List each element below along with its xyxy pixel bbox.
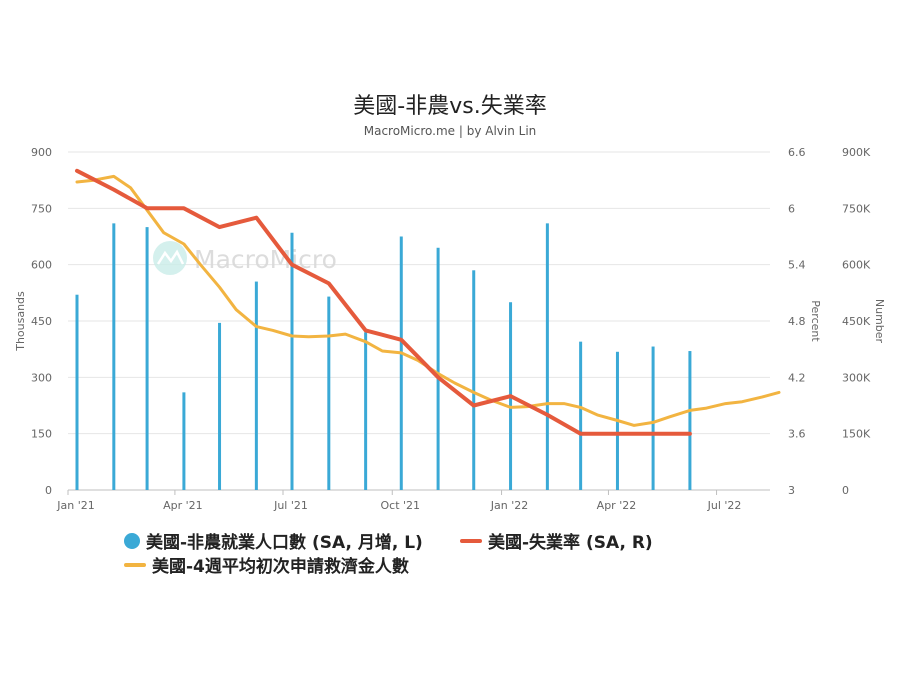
bar-nfp [182,392,186,490]
y-right2-tick-label: 450K [842,315,871,328]
y-right1-tick-label: 4.2 [788,371,806,384]
y-right2-tick-label: 900K [842,146,871,159]
x-tick-label: Apr '22 [597,499,637,512]
legend-marker-claims [124,562,146,567]
y-left-tick-label: 900 [31,146,52,159]
y-left-axis-label: Thousands [14,291,27,352]
bar-nfp [399,236,403,490]
y-right2-tick-label: 600K [842,259,871,272]
watermark-logo-mark [156,249,185,265]
bar-nfp [254,281,258,490]
bar-nfp [327,296,331,490]
chart-title: 美國-非農vs.失業率 [353,94,547,119]
legend-item-claims[interactable]: 美國-4週平均初次申請救濟金人數 [124,552,409,577]
y-right1-tick-label: 6 [788,202,795,215]
bar-nfp [112,223,116,490]
x-tick-label: Jul '22 [707,499,742,512]
y-right2-tick-label: 0 [842,484,849,497]
y-right1-tick-label: 5.4 [788,259,806,272]
bar-nfp [651,346,655,490]
legend-item-unemployment[interactable]: 美國-失業率 (SA, R) [460,528,653,553]
bar-nfp [472,270,476,490]
line-claims [75,174,781,427]
x-tick-label: Jan '21 [56,499,94,512]
bar-nfp [579,341,583,490]
y-right1-tick-label: 3 [788,484,795,497]
bar-nfp [75,294,79,490]
legend-label-unemployment: 美國-失業率 (SA, R) [488,533,653,553]
y-right2-axis-label: Number [873,299,886,344]
bar-nfp [545,223,549,490]
line-unemployment [75,168,692,436]
y-right2-tick-label: 150K [842,428,871,441]
y-right1-tick-label: 3.6 [788,428,806,441]
y-left-tick-label: 300 [31,371,52,384]
y-right1-tick-label: 6.6 [788,146,806,159]
y-left-tick-label: 600 [31,259,52,272]
legend-marker-unemployment [460,538,482,543]
legend-label-claims: 美國-4週平均初次申請救濟金人數 [152,557,409,577]
y-left-tick-label: 0 [45,484,52,497]
chart-subtitle: MacroMicro.me | by Alvin Lin [363,124,537,138]
y-right1-tick-label: 4.8 [788,315,806,328]
y-left-tick-label: 150 [31,428,52,441]
x-tick-label: Oct '21 [381,499,421,512]
bar-nfp [436,247,440,490]
x-tick-label: Apr '21 [163,499,203,512]
x-tick-label: Jul '21 [273,499,308,512]
y-right1-axis-label: Percent [809,300,822,342]
y-left-tick-label: 750 [31,202,52,215]
watermark-text: MacroMicro [194,245,337,274]
legend-label-nfp: 美國-非農就業人口數 (SA, 月增, L) [146,533,423,553]
bar-nfp [290,232,294,490]
bar-nfp [145,227,149,490]
x-tick-label: Jan '22 [490,499,528,512]
y-left-tick-label: 450 [31,315,52,328]
y-right2-tick-label: 300K [842,371,871,384]
bar-nfp [364,332,368,490]
legend-item-nfp[interactable]: 美國-非農就業人口數 (SA, 月增, L) [124,528,423,553]
y-right2-tick-label: 750K [842,202,871,215]
bar-nfp [688,351,692,490]
bar-nfp [218,322,222,490]
legend-marker-nfp [124,532,140,549]
